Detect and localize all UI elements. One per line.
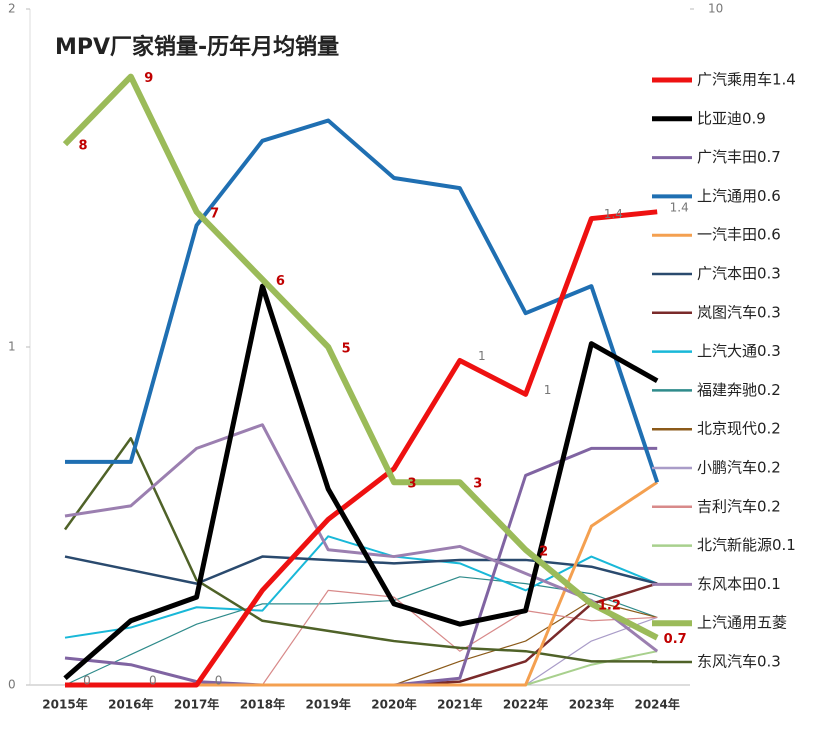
legend-label: 小鹏汽车0.2 bbox=[697, 459, 781, 477]
data-label: 8 bbox=[78, 139, 87, 154]
legend-label: 上汽大通0.3 bbox=[697, 342, 781, 360]
legend-label: 岚图汽车0.3 bbox=[697, 303, 781, 321]
y-tick-label: 2 bbox=[8, 2, 16, 16]
x-tick-label: 2024年 bbox=[634, 697, 679, 712]
legend-label: 比亚迪0.9 bbox=[697, 109, 766, 127]
y2-tick-label: 10 bbox=[708, 2, 723, 16]
series-line bbox=[64, 555, 658, 585]
legend-label: 广汽本田0.3 bbox=[697, 265, 781, 283]
y-tick-label: 1 bbox=[8, 340, 16, 354]
data-label: 1.4 bbox=[670, 200, 689, 214]
x-tick-label: 2019年 bbox=[305, 697, 350, 712]
data-label: 6 bbox=[276, 274, 285, 289]
data-label: 1.2 bbox=[598, 598, 621, 613]
legend-label: 福建奔驰0.2 bbox=[697, 381, 781, 399]
legend-label: 一汽丰田0.6 bbox=[697, 226, 781, 244]
legend-label: 东风汽车0.3 bbox=[697, 653, 781, 671]
legend-label: 上汽通用0.6 bbox=[697, 187, 781, 205]
data-label: 7 bbox=[210, 206, 219, 221]
data-label: 3 bbox=[407, 477, 416, 492]
data-label: 9 bbox=[144, 71, 153, 86]
legend-label: 上汽通用五菱 bbox=[697, 614, 787, 632]
x-tick-label: 2022年 bbox=[503, 697, 548, 712]
x-tick-label: 2018年 bbox=[240, 697, 285, 712]
chart-title: MPV厂家销量-历年月均销量 bbox=[55, 34, 339, 60]
data-label: 5 bbox=[342, 342, 351, 357]
data-label: 1 bbox=[478, 349, 486, 363]
legend-label: 北汽新能源0.1 bbox=[697, 536, 796, 554]
data-label: 0 bbox=[83, 674, 91, 688]
series-line bbox=[65, 209, 658, 688]
data-label: 0 bbox=[215, 674, 223, 688]
series-line bbox=[63, 283, 659, 681]
data-label: 0.7 bbox=[664, 632, 687, 647]
legend-label: 广汽乘用车1.4 bbox=[697, 71, 796, 89]
data-label: 1 bbox=[544, 383, 552, 397]
series-line bbox=[64, 576, 658, 686]
data-label: 3 bbox=[473, 477, 482, 492]
data-label: 2 bbox=[539, 544, 548, 559]
x-tick-label: 2016年 bbox=[108, 697, 153, 712]
x-tick-label: 2021年 bbox=[437, 697, 482, 712]
series-line bbox=[62, 73, 659, 641]
x-tick-label: 2015年 bbox=[42, 697, 87, 712]
data-label: 1.4 bbox=[604, 207, 623, 221]
x-tick-label: 2017年 bbox=[174, 697, 219, 712]
series-line bbox=[64, 423, 659, 653]
x-tick-label: 2020年 bbox=[371, 697, 416, 712]
series-line bbox=[63, 437, 658, 663]
legend-label: 北京现代0.2 bbox=[697, 420, 781, 438]
data-label: 0 bbox=[149, 674, 157, 688]
legend-label: 广汽丰田0.7 bbox=[697, 148, 781, 166]
y-tick-label: 0 bbox=[8, 678, 16, 692]
legend-label: 吉利汽车0.2 bbox=[697, 497, 781, 515]
x-tick-label: 2023年 bbox=[569, 697, 614, 712]
legend-label: 东风本田0.1 bbox=[697, 575, 781, 593]
